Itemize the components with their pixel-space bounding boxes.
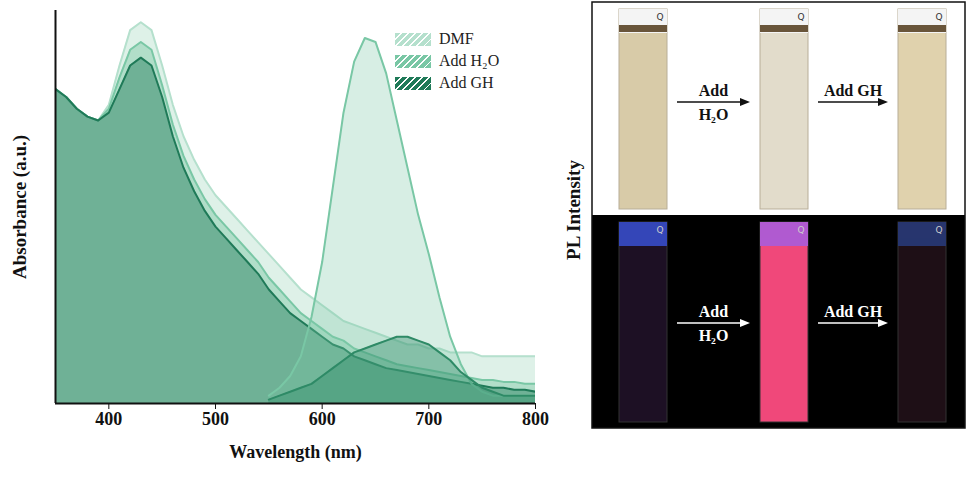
svg-text:Add: Add [699, 303, 728, 320]
svg-text:Add: Add [699, 82, 728, 99]
svg-text:H₂O: H₂O [699, 106, 729, 123]
svg-text:Q: Q [656, 225, 663, 235]
svg-text:700: 700 [415, 409, 442, 429]
svg-text:800: 800 [522, 409, 549, 429]
html-text:DMF: DMF [439, 30, 474, 47]
svg-text:Wavelength (nm): Wavelength (nm) [229, 442, 362, 463]
svg-text:400: 400 [95, 409, 122, 429]
svg-text:Q: Q [935, 12, 942, 22]
svg-text:Add GH: Add GH [824, 303, 883, 320]
html-text:Add GH: Add GH [439, 74, 494, 91]
svg-text:600: 600 [309, 409, 336, 429]
svg-text:H₂O: H₂O [699, 327, 729, 344]
svg-text:PL Intensity: PL Intensity [563, 160, 584, 260]
svg-text:Q: Q [797, 12, 804, 22]
html-text:Absorbance (a.u.): Absorbance (a.u.) [9, 135, 30, 279]
svg-text:500: 500 [202, 409, 229, 429]
svg-text:Q: Q [656, 12, 663, 22]
svg-text:Q: Q [797, 225, 804, 235]
svg-text:Add GH: Add GH [824, 82, 883, 99]
svg-text:Q: Q [935, 225, 942, 235]
html-text:Add H₂O: Add H₂O [439, 52, 500, 69]
